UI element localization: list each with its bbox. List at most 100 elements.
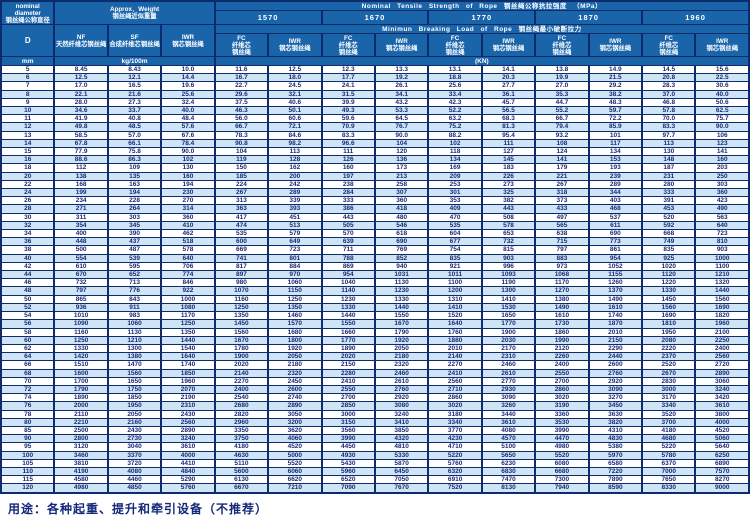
value-cell: 5220 — [641, 442, 697, 452]
diameter-symbol: D — [0, 24, 56, 57]
grade-1870: 1870 — [534, 10, 644, 25]
value-cell: 410 — [160, 220, 216, 230]
value-cell: 1020 — [641, 261, 697, 271]
value-cell: 2920 — [373, 393, 430, 402]
value-cell: 127 — [480, 147, 537, 156]
value-cell: 7470 — [480, 475, 537, 484]
value-cell: 6130 — [213, 475, 270, 484]
value-cell: 50.1 — [267, 106, 323, 115]
value-cell: 27.3 — [106, 97, 163, 107]
value-cell: 423 — [694, 196, 750, 205]
value-cell: 713 — [106, 278, 163, 287]
value-cell: 2000 — [53, 401, 109, 411]
value-cell: 2140 — [213, 368, 270, 378]
value-cell: 56.0 — [213, 114, 270, 123]
value-cell: 5760 — [160, 483, 216, 493]
value-cell: 169 — [427, 163, 483, 173]
value-cell: 2070 — [160, 384, 216, 394]
value-cell: 333 — [320, 196, 376, 205]
value-cell: 138 — [53, 171, 109, 181]
value-cell: 578 — [160, 245, 216, 255]
value-cell: 1060 — [106, 319, 163, 328]
value-cell: 2260 — [534, 352, 590, 361]
value-cell: 64.5 — [373, 114, 430, 123]
value-cell: 3440 — [480, 409, 537, 419]
value-cell: 4000 — [694, 417, 750, 427]
value-cell: 2550 — [320, 384, 376, 394]
value-cell: 448 — [53, 237, 109, 246]
value-cell: 228 — [106, 196, 163, 205]
value-cell: 1250 — [267, 294, 323, 304]
value-cell: 7520 — [427, 483, 483, 493]
diameter-cell: 85 — [0, 425, 56, 435]
value-cell: 2800 — [53, 434, 109, 443]
diameter-cell: 46 — [0, 278, 56, 287]
nominal-diameter-zh: 钢丝绳公称直径 — [5, 16, 50, 24]
value-cell: 7210 — [267, 483, 323, 493]
value-cell: 75.7 — [694, 114, 750, 123]
value-cell: 4180 — [641, 425, 697, 435]
value-cell: 90.0 — [373, 130, 430, 140]
value-cell: 12.3 — [320, 64, 376, 74]
diameter-cell: 8 — [0, 89, 56, 99]
value-cell: 24.1 — [320, 81, 376, 91]
value-cell: 95.4 — [480, 130, 537, 140]
value-cell: 2050 — [267, 352, 323, 361]
value-cell: 2710 — [427, 384, 483, 394]
value-cell: 690 — [587, 229, 644, 238]
value-cell: 409 — [427, 204, 483, 214]
value-cell: 108 — [534, 138, 590, 148]
value-cell: 30.6 — [694, 81, 750, 91]
value-cell: 1440 — [694, 286, 750, 296]
value-cell: 12.1 — [106, 73, 163, 82]
iwr-zh: 钢芯钢丝绳 — [172, 40, 204, 48]
value-cell: 113 — [267, 147, 323, 156]
value-cell: 640 — [694, 220, 750, 230]
value-cell: 1260 — [587, 278, 644, 287]
value-cell: 8.45 — [53, 64, 109, 74]
subcol-fc-1870: FC 纤维芯钢丝绳 — [534, 33, 590, 57]
value-cell: 1140 — [320, 286, 376, 296]
value-cell: 44.7 — [534, 97, 590, 107]
value-cell: 1690 — [694, 302, 750, 312]
value-cell: 539 — [106, 253, 163, 263]
value-cell: 639 — [320, 237, 376, 246]
iwr-abbr: IWR — [181, 33, 195, 41]
value-cell: 194 — [160, 179, 216, 189]
value-cell: 390 — [106, 229, 163, 238]
value-cell: 179 — [534, 163, 590, 173]
value-cell: 973 — [534, 261, 590, 271]
value-cell: 8130 — [480, 483, 537, 493]
value-cell: 2860 — [427, 393, 483, 402]
value-cell: 1130 — [106, 327, 163, 337]
value-cell: 1790 — [373, 327, 430, 337]
value-cell: 3360 — [534, 409, 590, 419]
value-cell: 386 — [320, 204, 376, 214]
value-cell: 10.0 — [160, 64, 216, 74]
value-cell: 810 — [694, 237, 750, 246]
value-cell: 3190 — [534, 401, 590, 411]
value-cell: 2320 — [267, 368, 323, 378]
diameter-cell: 18 — [0, 163, 56, 173]
value-cell: 126 — [320, 155, 376, 164]
value-cell: 393 — [267, 204, 323, 214]
table-row: 58 1160 1130 1350 1560 1680 1660 1790 1760 1900 18… — [0, 327, 750, 337]
table-row: 30 311 303 360 417 451 443 480 470 508 497 537 520 56… — [0, 212, 750, 222]
value-cell: 26.1 — [373, 81, 430, 91]
value-cell: 4470 — [534, 434, 590, 443]
table-row: 90 2800 2730 3240 3750 4060 3990 4320 4230 4570 44… — [0, 434, 750, 443]
value-cell: 1210 — [694, 270, 750, 279]
value-cell: 936 — [53, 302, 109, 312]
value-cell: 83.3 — [320, 130, 376, 140]
table-row: 80 2210 2160 2560 2960 3200 3150 3410 3340 3610 35… — [0, 417, 750, 427]
value-cell: 3040 — [106, 442, 163, 452]
value-cell: 2540 — [213, 393, 270, 402]
value-cell: 487 — [106, 245, 163, 255]
value-cell: 2730 — [106, 434, 163, 443]
weight-col-nf: NF 天然纤维芯钢丝绳 — [53, 24, 109, 57]
value-cell: 85.9 — [587, 122, 644, 132]
value-cell: 29.6 — [213, 89, 270, 99]
value-cell: 28.3 — [641, 81, 697, 91]
table-row: 22 168 163 194 224 242 238 258 253 273 267 289 280 30… — [0, 179, 750, 189]
value-cell: 3240 — [373, 409, 430, 419]
